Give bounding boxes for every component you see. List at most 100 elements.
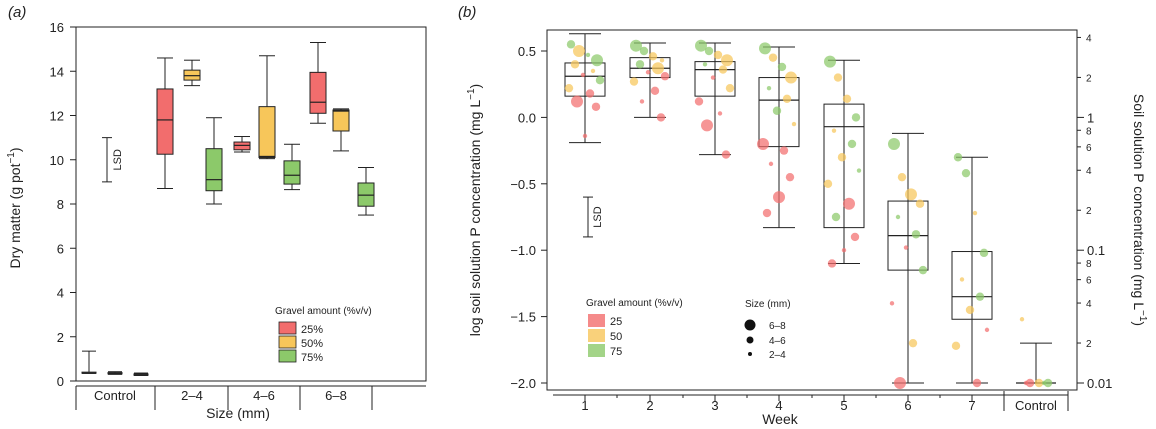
data-point [1034, 378, 1044, 388]
data-point [1019, 317, 1025, 322]
data-point [837, 153, 847, 162]
y-tick-label: 0 [57, 374, 64, 389]
box-Control-50% [107, 371, 123, 375]
data-point [768, 161, 774, 167]
box-body [758, 77, 800, 148]
data-point [972, 210, 978, 216]
data-point [782, 94, 792, 104]
data-point [566, 40, 576, 49]
data-point [984, 327, 990, 333]
data-point [908, 338, 918, 348]
x-tick-label: 2 [646, 398, 653, 413]
box-Control-75% [133, 372, 149, 376]
data-point [772, 106, 782, 115]
box-week-5 [823, 59, 865, 264]
data-point [824, 55, 836, 68]
data-point [843, 197, 855, 210]
data-point [897, 172, 907, 182]
box-body [332, 109, 350, 132]
data-point [713, 50, 723, 60]
panel-b-points [564, 39, 1053, 389]
box-body [564, 62, 606, 97]
legend-b-size-label-4-6: 4–6 [769, 336, 786, 347]
data-point [768, 53, 778, 62]
data-point [831, 128, 837, 133]
box-6–8-50% [332, 108, 350, 152]
panel-a-lsd-bar: LSD [102, 137, 124, 183]
box-4–6-75% [283, 143, 301, 191]
legend-b-size-dot-medium [746, 336, 754, 344]
data-point [652, 62, 664, 75]
data-point [895, 214, 901, 220]
legend-b-size-dot-large [744, 319, 756, 331]
data-point [645, 70, 651, 75]
data-point [1023, 380, 1029, 386]
data-point [585, 89, 595, 98]
data-point [656, 113, 666, 122]
data-point [961, 168, 971, 178]
panel-a-y-label: Dry matter (g pot−1) [6, 147, 23, 268]
legend-a-label-75: 75% [301, 352, 323, 364]
data-point [831, 212, 841, 222]
panel-b-lsd-bar: LSD [583, 196, 604, 238]
box-4–6-50% [258, 55, 276, 160]
group-label-6-8: 6–8 [325, 388, 347, 403]
x-tick-label: 5 [840, 398, 847, 413]
panel-a-x-label: Size (mm) [206, 405, 270, 421]
y-tick-label: −1.0 [510, 243, 536, 258]
y-tick-label: 6 [57, 241, 64, 256]
legend-b-size-label-2-4: 2–4 [769, 350, 786, 361]
panel-b-right-axis: 0.01 0.1 1 2 4 6 8 2 4 6 8 2 4 [1077, 33, 1112, 391]
data-point [823, 179, 833, 188]
x-tick-label: Control [1015, 398, 1057, 413]
legend-b-label-25: 25 [610, 316, 622, 328]
panel-b-x-label: Week [762, 411, 799, 427]
box-week-6 [887, 132, 929, 384]
panel-b: (b) −2.0 −1.5 −1.0 −0.5 0.0 0.5 0.01 0.1 1 2 4 6 8 2… [458, 4, 1148, 427]
box-body [309, 71, 327, 114]
legend-b-size-title: Size (mm) [745, 299, 791, 310]
data-point [591, 54, 603, 67]
data-point [580, 72, 586, 78]
data-point [564, 83, 574, 93]
panel-b-right-label: Soil solution P concentration (mg L−1) [1131, 94, 1148, 326]
data-point [702, 62, 708, 67]
data-point [1025, 378, 1035, 388]
right-minor-label: 8 [1086, 126, 1092, 137]
box-body [258, 106, 276, 159]
legend-b-swatch-25 [588, 314, 605, 327]
data-point [573, 45, 585, 57]
box-4–6-25% [233, 136, 251, 153]
data-point [701, 119, 713, 132]
box-6–8-25% [309, 41, 327, 124]
data-point [953, 153, 963, 162]
data-point [721, 150, 731, 159]
x-tick-label: 3 [711, 398, 718, 413]
data-point [757, 137, 769, 150]
y-tick-label: 10 [50, 153, 64, 168]
panel-a-y-axis: 0 2 4 6 8 10 12 14 16 [50, 20, 76, 389]
panel-b-x-ticks: 1 2 3 4 5 6 7 Control [581, 395, 1057, 413]
svg-text:log soil solution P concentrat: log soil solution P concentration (mg L−… [466, 84, 483, 336]
right-minor-label: 4 [1086, 299, 1092, 310]
data-point [905, 188, 917, 201]
panel-b-plot-frame [546, 29, 1078, 391]
panel-a-legend: Gravel amount (%v/v) 25% 50% 75% [275, 306, 372, 364]
data-point [979, 248, 989, 258]
data-point [710, 75, 716, 80]
data-point [1043, 378, 1053, 388]
box-body [205, 148, 223, 192]
panel-b-y-label: log soil solution P concentration (mg L−… [466, 84, 483, 336]
data-point [718, 65, 728, 74]
box-week-1 [564, 33, 606, 144]
y-tick-label: 12 [50, 109, 64, 124]
data-point [1041, 380, 1047, 386]
box-2–4-25% [156, 57, 174, 190]
data-point [582, 133, 588, 139]
box-week-3 [694, 42, 736, 156]
y-tick-label: −2.0 [510, 376, 536, 391]
group-label-control: Control [94, 388, 136, 403]
data-point [648, 52, 658, 61]
x-tick-label: 6 [904, 398, 911, 413]
